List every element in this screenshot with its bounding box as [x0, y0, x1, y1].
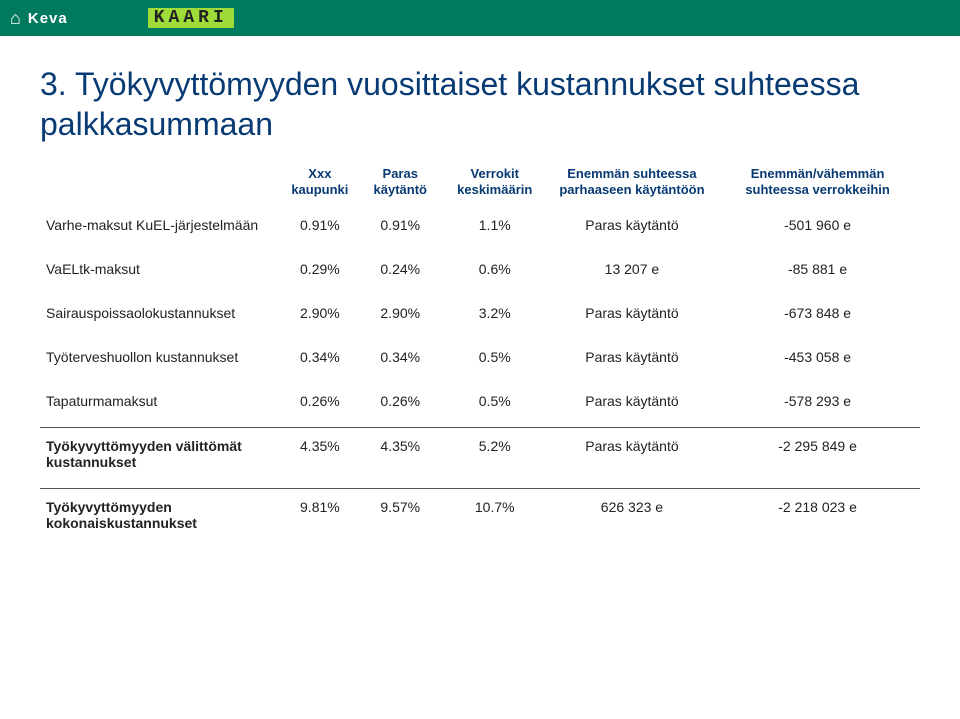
row-label: Työkyvyttömyyden välittömät kustannukset	[40, 427, 280, 488]
cell: 0.91%	[280, 207, 360, 251]
cell: -578 293 e	[715, 383, 920, 428]
cell: -85 881 e	[715, 251, 920, 295]
cell: -453 058 e	[715, 339, 920, 383]
cell: 4.35%	[280, 427, 360, 488]
table-row: Työterveshuollon kustannukset 0.34% 0.34…	[40, 339, 920, 383]
cell: 0.34%	[360, 339, 441, 383]
cell: Paras käytäntö	[549, 295, 715, 339]
cell: 9.57%	[360, 488, 441, 549]
keva-logo: ⌂ Keva	[10, 9, 68, 27]
cell: Paras käytäntö	[549, 383, 715, 428]
cell: 0.91%	[360, 207, 441, 251]
table-row: Sairauspoissaolokustannukset 2.90% 2.90%…	[40, 295, 920, 339]
cell: 5.2%	[441, 427, 549, 488]
col-header-enemman-verrokkeihin: Enemmän/vähemmän suhteessa verrokkeihin	[715, 162, 920, 207]
table-row: Työkyvyttömyyden välittömät kustannukset…	[40, 427, 920, 488]
kaari-logo: KAARI	[148, 8, 234, 28]
cost-table: Xxx kaupunki Paras käytäntö Verrokit kes…	[40, 162, 920, 549]
keva-logo-icon: ⌂	[10, 9, 22, 27]
row-label: Sairauspoissaolokustannukset	[40, 295, 280, 339]
table-row: Työkyvyttömyyden kokonaiskustannukset 9.…	[40, 488, 920, 549]
cell: Paras käytäntö	[549, 339, 715, 383]
cell: 0.24%	[360, 251, 441, 295]
cell: 10.7%	[441, 488, 549, 549]
keva-logo-text: Keva	[28, 10, 68, 27]
cell: 3.2%	[441, 295, 549, 339]
cell: Paras käytäntö	[549, 427, 715, 488]
table-row: VaELtk-maksut 0.29% 0.24% 0.6% 13 207 e …	[40, 251, 920, 295]
row-label: Työterveshuollon kustannukset	[40, 339, 280, 383]
cell: -501 960 e	[715, 207, 920, 251]
row-label: Tapaturmamaksut	[40, 383, 280, 428]
cell: 9.81%	[280, 488, 360, 549]
col-header-xxx-kaupunki: Xxx kaupunki	[280, 162, 360, 207]
col-header-enemman-parhaaseen: Enemmän suhteessa parhaaseen käytäntöön	[549, 162, 715, 207]
cell: -2 218 023 e	[715, 488, 920, 549]
cell: 2.90%	[280, 295, 360, 339]
table-row: Varhe-maksut KuEL-järjestelmään 0.91% 0.…	[40, 207, 920, 251]
row-label: VaELtk-maksut	[40, 251, 280, 295]
slide-content: 3. Työkyvyttömyyden vuosittaiset kustann…	[0, 36, 960, 549]
top-bar: ⌂ Keva KAARI	[0, 0, 960, 36]
table-row: Tapaturmamaksut 0.26% 0.26% 0.5% Paras k…	[40, 383, 920, 428]
cell: 0.26%	[280, 383, 360, 428]
cell: 0.26%	[360, 383, 441, 428]
cell: 0.34%	[280, 339, 360, 383]
cell: 0.29%	[280, 251, 360, 295]
page-title: 3. Työkyvyttömyyden vuosittaiset kustann…	[40, 64, 920, 144]
row-label: Työkyvyttömyyden kokonaiskustannukset	[40, 488, 280, 549]
cell: 0.5%	[441, 383, 549, 428]
cell: Paras käytäntö	[549, 207, 715, 251]
row-label: Varhe-maksut KuEL-järjestelmään	[40, 207, 280, 251]
col-header-paras-kaytanto: Paras käytäntö	[360, 162, 441, 207]
col-header-blank	[40, 162, 280, 207]
cell: 2.90%	[360, 295, 441, 339]
table-header-row: Xxx kaupunki Paras käytäntö Verrokit kes…	[40, 162, 920, 207]
cell: 4.35%	[360, 427, 441, 488]
cell: 626 323 e	[549, 488, 715, 549]
cell: -2 295 849 e	[715, 427, 920, 488]
cell: -673 848 e	[715, 295, 920, 339]
cell: 1.1%	[441, 207, 549, 251]
cell: 13 207 e	[549, 251, 715, 295]
cell: 0.5%	[441, 339, 549, 383]
col-header-verrokit: Verrokit keskimäärin	[441, 162, 549, 207]
cell: 0.6%	[441, 251, 549, 295]
